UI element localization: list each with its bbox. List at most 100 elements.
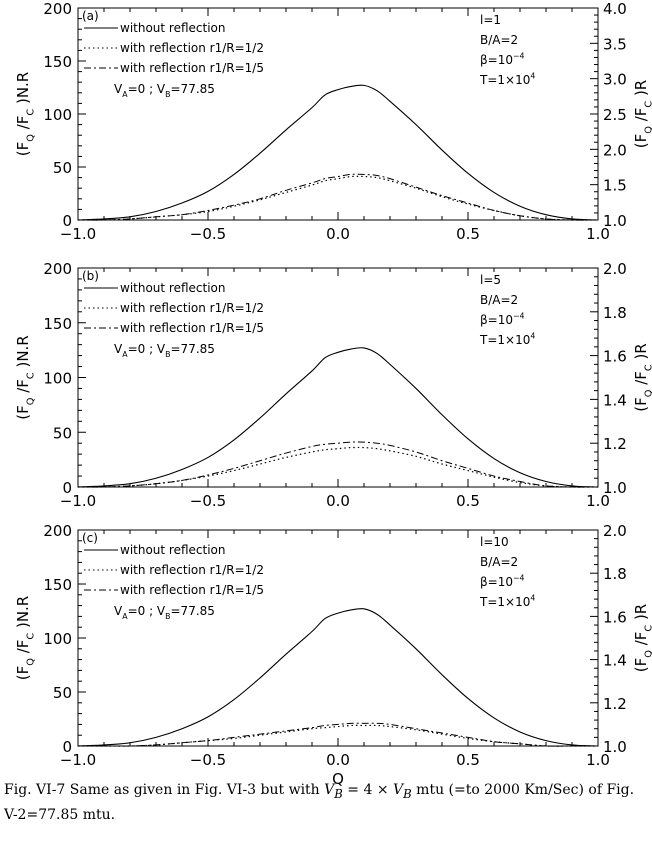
parameter-annotation-part: 4 — [530, 594, 535, 603]
series-line-solid — [77, 347, 599, 488]
x-tick-label: 0.0 — [326, 751, 350, 769]
parameter-annotation-part: β=10 — [480, 575, 513, 589]
parameter-annotation: β=10−4 — [480, 52, 525, 67]
y-left-tick-label: 150 — [43, 53, 72, 71]
y-left-tick-label: 0 — [62, 212, 72, 230]
y-left-tick-label: 150 — [43, 576, 72, 594]
parameter-annotation: β=10−4 — [480, 312, 525, 327]
y-right-axis-label: (FQ /FC )R — [632, 80, 652, 148]
parameter-annotation: β=10−4 — [480, 574, 525, 589]
x-tick-label: 0.5 — [456, 751, 480, 769]
parameter-annotation: B/A=2 — [480, 33, 518, 47]
parameter-annotation-part: T=1×10 — [479, 595, 530, 609]
y-right-tick-label: 2.0 — [603, 141, 627, 159]
velocity-annotation-part: A — [122, 350, 128, 359]
x-tick-label: 1.0 — [586, 225, 610, 243]
y-left-tick-label: 100 — [43, 630, 72, 648]
y-left-tick-label: 200 — [43, 522, 72, 540]
legend-entry-label: with reflection r1/R=1/5 — [120, 583, 264, 597]
chart-panel-2: −1.0 −0.5 0.0 0.5 1.0 0 50 100 150 200 1.0 1.2 1.4 1.… — [14, 260, 652, 510]
y-left-axis-label-part: )N.R — [14, 72, 32, 109]
parameter-annotation-part: 4 — [530, 332, 535, 341]
parameter-annotation-part: T=1×10 — [479, 73, 530, 87]
x-tick-label: −1.0 — [60, 751, 96, 769]
velocity-annotation-part: V — [114, 82, 123, 96]
y-left-axis-label-part: )N.R — [14, 596, 32, 633]
caption-text-2: = 4 × — [342, 782, 394, 798]
y-right-axis-label-part: Q — [643, 389, 652, 397]
y-right-axis-label-part: Q — [643, 650, 652, 658]
velocity-annotation: VA=0 ; VB=77.85 — [114, 82, 215, 99]
y-right-tick-label: 1.5 — [603, 177, 627, 195]
y-right-tick-label: 1.8 — [603, 565, 627, 583]
parameter-annotation: T=1×104 — [479, 332, 535, 347]
velocity-annotation-part: A — [122, 90, 128, 99]
parameter-annotation: l=5 — [480, 273, 501, 287]
y-right-tick-label: 1.4 — [603, 652, 627, 670]
series-line-dashed — [77, 441, 599, 488]
parameter-annotation-part: B/A=2 — [480, 293, 518, 307]
y-right-tick-label: 1.2 — [603, 695, 627, 713]
y-right-tick-label: 1.4 — [603, 391, 627, 409]
y-right-tick-label: 4.0 — [603, 0, 627, 18]
y-right-tick-label: 3.5 — [603, 35, 627, 53]
legend-entry-label: with reflection r1/R=1/5 — [120, 61, 264, 75]
parameter-annotation: l=10 — [480, 535, 509, 549]
y-right-tick-label: 1.0 — [603, 738, 627, 756]
chart-panel-1: −1.0 −0.5 0.0 0.5 1.0 0 50 100 150 200 1.0 1.5 2.0 2.… — [14, 0, 652, 243]
parameter-annotation-part: B/A=2 — [480, 555, 518, 569]
y-left-axis-label-part: (F — [14, 405, 32, 419]
x-tick-label: −0.5 — [190, 751, 226, 769]
x-tick-label: 0.0 — [326, 225, 350, 243]
y-right-tick-label: 2.0 — [603, 522, 627, 540]
y-left-tick-label: 100 — [43, 106, 72, 124]
legend-entry-label: without reflection — [120, 281, 226, 295]
caption-symbol-b-2: B — [403, 786, 412, 801]
x-tick-label: 0.5 — [456, 492, 480, 510]
caption-symbol-v: V — [324, 782, 335, 798]
velocity-annotation: VA=0 ; VB=77.85 — [114, 342, 215, 359]
y-right-axis-label: (FQ /FC )R — [632, 604, 652, 672]
parameter-annotation: B/A=2 — [480, 293, 518, 307]
parameter-annotation-part: β=10 — [480, 53, 513, 67]
velocity-annotation-part: =77.85 — [171, 342, 215, 356]
parameter-annotation-part: l=5 — [480, 273, 501, 287]
legend-entry-label: with reflection r1/R=1/5 — [120, 321, 264, 335]
velocity-annotation: VA=0 ; VB=77.85 — [114, 604, 215, 621]
y-left-axis-label-part: /F — [14, 379, 32, 397]
y-right-axis-label-part: (F — [632, 658, 650, 672]
series-line-dashed — [78, 722, 598, 747]
x-axis-label: Q — [332, 770, 344, 788]
plot-frame — [77, 7, 599, 221]
y-right-tick-label: 2.5 — [603, 106, 627, 124]
x-tick-label: 1.0 — [586, 492, 610, 510]
y-right-axis-label-part: /F — [632, 108, 650, 126]
panel-label: (c) — [82, 531, 98, 545]
y-right-tick-label: 1.8 — [603, 304, 627, 322]
parameter-annotation: B/A=2 — [480, 555, 518, 569]
y-left-tick-label: 100 — [43, 370, 72, 388]
y-right-axis-label: (FQ /FC )R — [632, 343, 652, 411]
y-right-tick-label: 1.0 — [603, 212, 627, 230]
y-right-tick-label: 1.2 — [603, 435, 627, 453]
y-right-tick-label: 1.0 — [603, 479, 627, 497]
y-left-axis-label: (FQ /FC )N.R — [14, 72, 36, 156]
panel-label: (b) — [82, 269, 99, 283]
y-left-axis-label-part: Q — [25, 658, 36, 666]
parameter-annotation-part: l=1 — [480, 13, 501, 27]
velocity-annotation-part: =0 ; V — [128, 82, 166, 96]
y-left-axis-label-part: (F — [14, 666, 32, 680]
y-right-tick-label: 1.6 — [603, 608, 627, 626]
parameter-annotation: T=1×104 — [479, 594, 535, 609]
velocity-annotation-part: V — [114, 604, 123, 618]
legend-entry-label: without reflection — [120, 21, 226, 35]
figure: −1.0 −0.5 0.0 0.5 1.0 0 50 100 150 200 1.0 1.5 2.0 2.… — [14, 0, 652, 788]
y-right-axis-label-part: /F — [632, 632, 650, 650]
series-line-dashed — [77, 173, 599, 221]
y-left-tick-label: 0 — [62, 738, 72, 756]
parameter-annotation-part: −4 — [513, 574, 525, 583]
chart-panel-3: −1.0 −0.5 0.0 0.5 1.0 0 50 100 150 200 1.0 1.2 1.4 1.… — [14, 522, 652, 788]
caption-symbol-v-2: V — [393, 782, 404, 798]
y-left-tick-label: 50 — [53, 159, 72, 177]
x-tick-label: 0.5 — [456, 225, 480, 243]
